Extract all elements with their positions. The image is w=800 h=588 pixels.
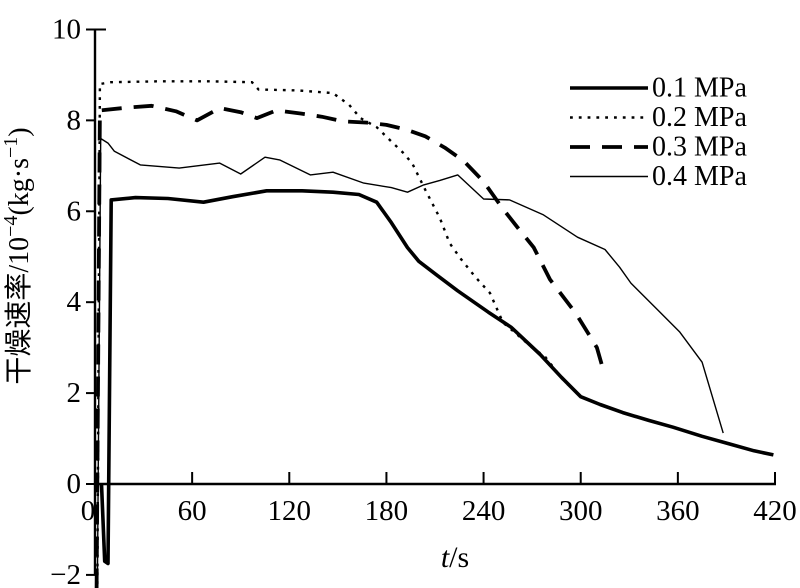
y-tick-label: 4	[67, 286, 82, 318]
x-tick-label: 420	[753, 495, 797, 527]
series-line-0.1-mpa	[99, 189, 774, 566]
x-tick-label: 60	[178, 495, 207, 527]
x-tick-label: 0	[81, 495, 96, 527]
x-tick-label: 120	[268, 495, 312, 527]
legend-item: 0.2 MPa	[570, 102, 747, 133]
legend-label: 0.2 MPa	[652, 102, 747, 133]
x-tick-label: 300	[559, 495, 603, 527]
series-line-0.3-mpa	[94, 103, 606, 588]
y-tick-label: 6	[67, 195, 82, 227]
x-tick-label: 240	[462, 495, 506, 527]
y-tick-label: 2	[67, 377, 82, 409]
series-line-0.2-mpa	[96, 80, 582, 585]
legend-item: 0.1 MPa	[570, 73, 747, 104]
legend-item: 0.3 MPa	[570, 132, 747, 163]
legend-label: 0.3 MPa	[652, 132, 747, 163]
x-axis-title: t/s	[441, 541, 469, 574]
x-tick-label: 360	[656, 495, 700, 527]
x-tick-label: 180	[365, 495, 409, 527]
y-tick-label: 10	[52, 13, 81, 45]
y-tick-label: −2	[50, 559, 81, 588]
legend-label: 0.4 MPa	[652, 161, 747, 192]
legend-label: 0.1 MPa	[652, 73, 747, 104]
legend-item: 0.4 MPa	[570, 161, 747, 192]
y-tick-label: 8	[67, 104, 82, 136]
y-axis-title: 干燥速率/10−4(kg·s−1)	[0, 127, 35, 384]
y-tick-label: 0	[67, 468, 82, 500]
series-line-0.4-mpa	[96, 137, 724, 585]
